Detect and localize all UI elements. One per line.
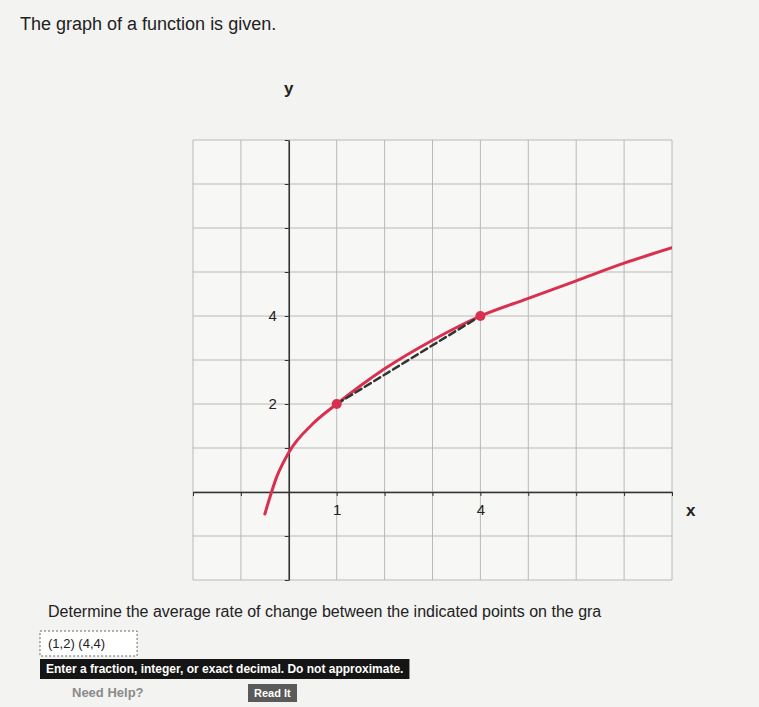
tick: 4: [477, 492, 485, 518]
annotation[interactable]: Read It: [254, 687, 291, 699]
tick: 4: [268, 307, 288, 324]
tick-mark: [285, 580, 289, 581]
tick: [385, 492, 386, 496]
dashed-line: [337, 316, 481, 404]
annotation-group: Determine the average rate of change bet…: [48, 603, 601, 620]
tick-mark: [285, 228, 289, 229]
tick-mark: [193, 492, 194, 496]
tick-mark: [480, 492, 481, 496]
grid-line: [193, 360, 672, 361]
tick-mark: [624, 492, 625, 496]
title: The graph of a function is given.: [20, 14, 276, 34]
y-axis-label: y: [284, 79, 294, 98]
tick-mark: [285, 184, 289, 185]
tick-mark: [285, 492, 289, 493]
question: Determine the average rate of change bet…: [40, 603, 601, 702]
tick: [624, 492, 625, 496]
tick: [285, 228, 289, 229]
tick-mark: [385, 492, 386, 496]
tick: [672, 492, 673, 496]
tick-mark: [285, 316, 289, 317]
tick-mark: [285, 272, 289, 273]
tick: [528, 492, 529, 496]
y-axis: 24: [268, 141, 289, 581]
plot-area: [193, 140, 672, 580]
tick-mark: [576, 492, 577, 496]
tick: [285, 536, 289, 537]
tick-label: 1: [333, 501, 341, 518]
annotation: (1,2) (4,4): [48, 636, 105, 651]
annotation-group: Enter a fraction, integer, or exact deci…: [40, 659, 409, 679]
marks: [265, 248, 672, 514]
tick-label: 4: [268, 307, 276, 324]
tick: [285, 448, 289, 449]
tick: [285, 272, 289, 273]
annotation[interactable]: Need Help?: [72, 685, 144, 700]
tick-mark: [285, 404, 289, 405]
tick: [193, 492, 194, 496]
tick-mark: [528, 492, 529, 496]
point: [475, 311, 485, 321]
annotation-group: Read It: [248, 684, 297, 702]
grid-line: [193, 140, 672, 141]
tick: [285, 492, 289, 493]
tick-mark: [337, 492, 338, 496]
background: [0, 0, 759, 707]
tick-mark: [433, 492, 434, 496]
tick: [433, 492, 434, 496]
tick: [285, 184, 289, 185]
annotation: Enter a fraction, integer, or exact deci…: [46, 662, 403, 676]
tick-mark: [285, 448, 289, 449]
grid: [193, 140, 672, 580]
tick-mark: [672, 492, 673, 496]
tick: 2: [268, 395, 288, 412]
grid-line: [193, 228, 672, 229]
tick-mark: [285, 140, 289, 141]
x-axis-label: x: [686, 501, 696, 520]
grid-line: [193, 184, 672, 185]
annotation-background: [248, 684, 297, 702]
tick: [285, 360, 289, 361]
tick-label: 4: [477, 501, 485, 518]
grid-line: [193, 536, 672, 537]
annotation: Determine the average rate of change bet…: [48, 603, 601, 620]
point: [332, 399, 342, 409]
tick-mark: [285, 536, 289, 537]
grid-line: [193, 448, 672, 449]
answer-box[interactable]: [40, 631, 137, 656]
tick-label: 2: [268, 395, 276, 412]
tick-mark: [285, 360, 289, 361]
curve: [265, 248, 672, 514]
tick-mark: [241, 492, 242, 496]
tick: [285, 140, 289, 141]
annotation-group: (1,2) (4,4): [40, 631, 137, 656]
tick: [576, 492, 577, 496]
annotation-background: [40, 659, 409, 679]
annotation-group: Need Help?: [72, 685, 144, 700]
grid-line: [193, 316, 672, 317]
grid-line: [193, 404, 672, 405]
tick: [241, 492, 242, 496]
chart: 1424xyThe graph of a function is given.D…: [0, 0, 759, 707]
tick: 1: [333, 492, 341, 518]
grid-line: [193, 580, 672, 581]
tick: [285, 580, 289, 581]
